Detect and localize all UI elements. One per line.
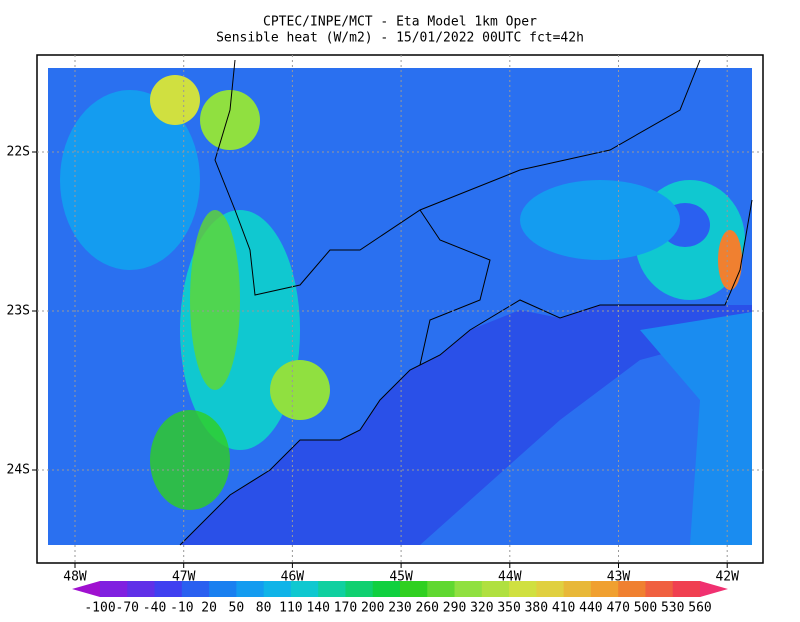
boundaries xyxy=(179,59,753,546)
colorbar-label: 530 xyxy=(661,601,684,616)
lon-label: 48W xyxy=(63,570,87,585)
colorbar-label: 320 xyxy=(470,601,493,616)
colorbar-swatch xyxy=(345,581,374,597)
colorbar-swatch xyxy=(672,581,701,597)
colorbar-swatch xyxy=(72,581,100,597)
coastline xyxy=(179,199,753,546)
colorbar-label: -70 xyxy=(116,601,139,616)
colorbar-label: 470 xyxy=(606,601,629,616)
colorbar-swatch xyxy=(290,581,319,597)
lon-label: 44W xyxy=(498,570,522,585)
colorbar-label: 500 xyxy=(634,601,657,616)
colorbar-label: 260 xyxy=(416,601,439,616)
field-patch xyxy=(60,90,200,270)
colorbar-label: 140 xyxy=(306,601,329,616)
lat-label: 24S xyxy=(7,463,30,478)
field-patch xyxy=(718,230,742,290)
title: CPTEC/INPE/MCT - Eta Model 1km Oper xyxy=(263,15,537,30)
lon-label: 46W xyxy=(281,570,305,585)
colorbar-label: 410 xyxy=(552,601,575,616)
colorbar-swatch xyxy=(700,581,728,597)
field-patch xyxy=(200,90,260,150)
colorbar-label: 350 xyxy=(497,601,520,616)
colorbar-label: -100 xyxy=(84,601,115,616)
state-border xyxy=(214,59,701,296)
colorbar-swatch xyxy=(400,581,428,597)
subtitle: Sensible heat (W/m2) - 15/01/2022 00UTC … xyxy=(216,31,584,46)
field-patch xyxy=(270,360,330,420)
colorbar-swatch xyxy=(427,581,456,597)
lat-label: 23S xyxy=(7,304,30,319)
colorbar-label: 200 xyxy=(361,601,384,616)
colorbar-label: 440 xyxy=(579,601,602,616)
colorbar-label: 110 xyxy=(279,601,302,616)
lon-label: 45W xyxy=(389,570,413,585)
colorbar-swatch xyxy=(100,581,128,597)
colorbar-label: 20 xyxy=(201,601,217,616)
colorbar-swatch xyxy=(509,581,537,597)
colorbar-swatch xyxy=(481,581,510,597)
state-border xyxy=(419,209,491,366)
colorbar-label: 170 xyxy=(334,601,357,616)
colorbar-swatch xyxy=(454,581,483,597)
colorbar-label: -40 xyxy=(143,601,166,616)
colorbar-label: 560 xyxy=(688,601,711,616)
colorbar: -100 -70 -40 -10 20 50 80 110 140 170 200 230 260 290… xyxy=(72,581,728,616)
colorbar-label: 50 xyxy=(229,601,245,616)
field xyxy=(48,68,752,545)
colorbar-swatch xyxy=(209,581,237,597)
colorbar-swatch xyxy=(181,581,210,597)
lon-label: 47W xyxy=(172,570,196,585)
colorbar-swatch xyxy=(372,581,401,597)
colorbar-swatch xyxy=(618,581,646,597)
colorbar-label: 290 xyxy=(443,601,466,616)
lon-label: 43W xyxy=(607,570,631,585)
field-patch xyxy=(150,75,200,125)
offshore xyxy=(420,330,752,545)
colorbar-label: 230 xyxy=(388,601,411,616)
offshore xyxy=(640,312,752,545)
colorbar-label: -10 xyxy=(170,601,193,616)
colorbar-swatch xyxy=(645,581,674,597)
lat-label: 22S xyxy=(7,145,30,160)
field-patch xyxy=(520,180,680,260)
colorbar-label: 80 xyxy=(256,601,272,616)
colorbar-swatch xyxy=(263,581,292,597)
colorbar-swatch xyxy=(318,581,346,597)
graticule: 48W 47W 46W 45W 44W 43W 42W 22S 23S 24S xyxy=(7,55,763,585)
field-patch xyxy=(150,410,230,510)
colorbar-swatch xyxy=(127,581,156,597)
colorbar-swatch xyxy=(563,581,592,597)
colorbar-swatch xyxy=(236,581,265,597)
colorbar-swatch xyxy=(536,581,565,597)
colorbar-swatch xyxy=(154,581,183,597)
colorbar-label: 380 xyxy=(525,601,548,616)
field-patch xyxy=(190,210,240,390)
colorbar-swatch xyxy=(590,581,619,597)
lon-label: 42W xyxy=(715,570,739,585)
